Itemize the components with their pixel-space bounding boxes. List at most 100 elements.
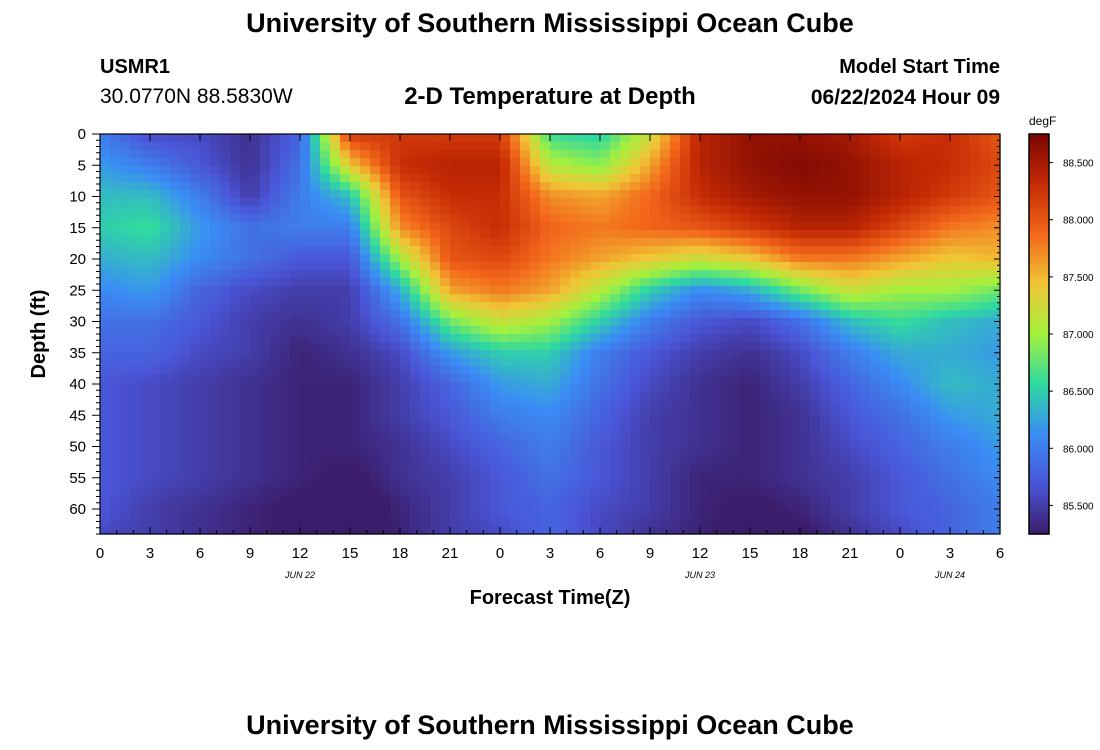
heatmap-cell	[870, 526, 881, 535]
heatmap-cell	[940, 438, 951, 447]
heatmap-cell	[800, 310, 811, 319]
heatmap-cell	[210, 390, 221, 399]
heatmap-cell	[680, 206, 691, 215]
heatmap-cell	[410, 174, 421, 183]
heatmap-cell	[530, 134, 541, 143]
heatmap-cell	[120, 382, 131, 391]
heatmap-cell	[120, 302, 131, 311]
heatmap-cell	[300, 374, 311, 383]
heatmap-cell	[520, 438, 531, 447]
heatmap-cell	[660, 526, 671, 535]
heatmap-cell	[700, 502, 711, 511]
heatmap-cell	[810, 366, 821, 375]
heatmap-cell	[500, 526, 511, 535]
heatmap-cell	[470, 518, 481, 527]
heatmap-cell	[680, 406, 691, 415]
heatmap-cell	[520, 430, 531, 439]
heatmap-cell	[630, 502, 641, 511]
heatmap-cell	[210, 310, 221, 319]
heatmap-cell	[790, 374, 801, 383]
heatmap-cell	[930, 446, 941, 455]
heatmap-cell	[680, 254, 691, 263]
heatmap-cell	[270, 254, 281, 263]
heatmap-cell	[770, 414, 781, 423]
heatmap-cell	[680, 398, 691, 407]
heatmap-cell	[580, 406, 591, 415]
heatmap-cell	[530, 478, 541, 487]
heatmap-cell	[520, 342, 531, 351]
heatmap-cell	[390, 270, 401, 279]
heatmap-cell	[330, 214, 341, 223]
heatmap-cell	[780, 390, 791, 399]
y-tick-label: 0	[78, 126, 86, 143]
heatmap-cell	[180, 390, 191, 399]
heatmap-cell	[960, 526, 971, 535]
heatmap-cell	[310, 182, 321, 191]
heatmap-cell	[330, 174, 341, 183]
heatmap-cell	[740, 270, 751, 279]
heatmap-cell	[380, 406, 391, 415]
heatmap-cell	[480, 278, 491, 287]
heatmap-cell	[560, 446, 571, 455]
heatmap-cell	[880, 486, 891, 495]
heatmap-cell	[800, 438, 811, 447]
heatmap-cell	[940, 230, 951, 239]
heatmap-cell	[490, 134, 501, 143]
heatmap-cell	[960, 478, 971, 487]
heatmap-cell	[650, 198, 661, 207]
heatmap-cell	[270, 166, 281, 175]
heatmap-cell	[550, 422, 561, 431]
heatmap-cell	[180, 454, 191, 463]
heatmap-cell	[900, 302, 911, 311]
heatmap-cell	[690, 270, 701, 279]
heatmap-cell	[180, 398, 191, 407]
heatmap-cell	[950, 302, 961, 311]
heatmap-cell	[300, 198, 311, 207]
heatmap-cell	[120, 134, 131, 143]
heatmap-cell	[480, 438, 491, 447]
heatmap-cell	[780, 310, 791, 319]
heatmap-cell	[170, 342, 181, 351]
heatmap-cell	[610, 198, 621, 207]
heatmap-cell	[280, 206, 291, 215]
heatmap-cell	[630, 326, 641, 335]
heatmap-cell	[800, 470, 811, 479]
heatmap-cell	[300, 478, 311, 487]
heatmap-cell	[220, 222, 231, 231]
heatmap-cell	[470, 206, 481, 215]
heatmap-cell	[300, 430, 311, 439]
heatmap-cell	[580, 398, 591, 407]
heatmap-cell	[700, 158, 711, 167]
heatmap-cell	[630, 246, 641, 255]
heatmap-cell	[190, 278, 201, 287]
heatmap-cell	[130, 446, 141, 455]
heatmap-cell	[790, 262, 801, 271]
heatmap-cell	[880, 326, 891, 335]
heatmap-cell	[840, 374, 851, 383]
heatmap-cell	[310, 438, 321, 447]
heatmap-cell	[900, 518, 911, 527]
heatmap-cell	[370, 510, 381, 519]
heatmap-cell	[980, 214, 991, 223]
heatmap-cell	[940, 478, 951, 487]
heatmap-cell	[780, 494, 791, 503]
heatmap-cell	[430, 518, 441, 527]
colorbar-segment	[1029, 257, 1049, 262]
heatmap-cell	[370, 382, 381, 391]
heatmap-cell	[270, 286, 281, 295]
heatmap-cell	[230, 454, 241, 463]
heatmap-cell	[930, 366, 941, 375]
heatmap-cell	[720, 270, 731, 279]
heatmap-cell	[850, 142, 861, 151]
heatmap-cell	[190, 478, 201, 487]
heatmap-cell	[400, 150, 411, 159]
heatmap-cell	[710, 238, 721, 247]
heatmap-cell	[280, 430, 291, 439]
heatmap-cell	[330, 142, 341, 151]
heatmap-cell	[400, 382, 411, 391]
x-tick-label: 9	[246, 545, 254, 562]
heatmap-cell	[140, 214, 151, 223]
heatmap-cell	[210, 198, 221, 207]
heatmap-cell	[470, 134, 481, 143]
heatmap-cell	[410, 358, 421, 367]
